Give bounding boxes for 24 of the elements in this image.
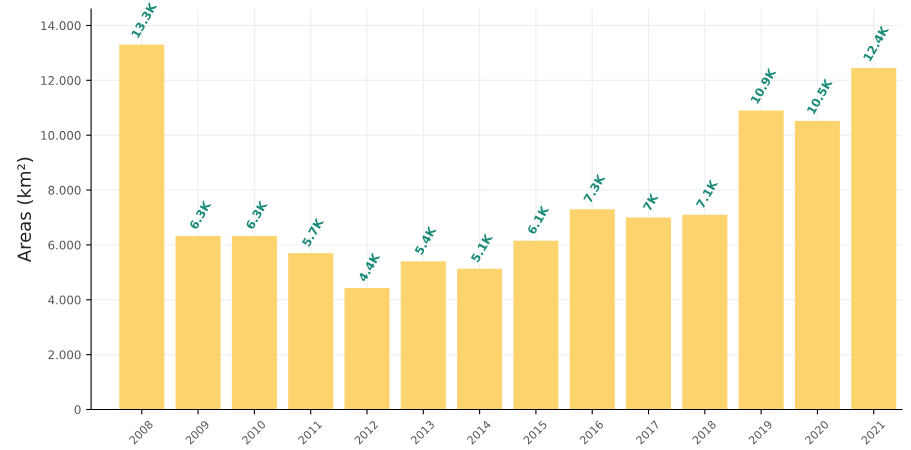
bar [400,261,446,410]
bar [288,253,334,410]
bar [570,209,615,410]
y-tick-label: 8.000 [48,186,81,195]
bar [851,68,896,410]
y-tick-label: 6.000 [48,240,81,250]
bar [119,44,164,410]
y-tick-label: 10.000 [41,130,81,140]
y-tick-label: 2.000 [48,350,81,360]
y-tick-label: 14.000 [41,21,81,30]
y-tick-label: 0 [74,405,81,414]
bar [176,236,221,410]
y-tick-label: 12.000 [41,76,81,85]
y-axis-title: Areas (km²) [17,158,34,262]
data-label: 7K [642,192,659,212]
y-tick-label: 4.000 [48,295,81,304]
bar [232,236,277,410]
bar [457,268,502,410]
bar [513,240,558,410]
bar [682,214,728,410]
bar [626,217,672,410]
bar [344,288,390,410]
bar [794,120,840,410]
bar [738,110,784,410]
